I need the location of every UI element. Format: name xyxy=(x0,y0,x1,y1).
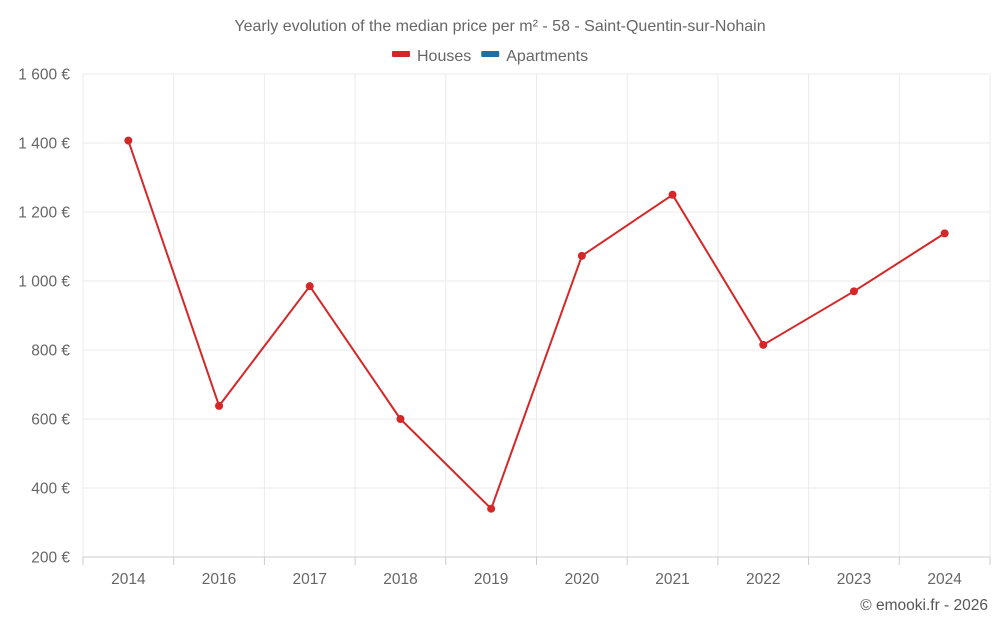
data-point xyxy=(124,136,133,145)
series-layer xyxy=(124,136,949,513)
legend-swatch-apartments xyxy=(481,51,500,57)
chart-title: Yearly evolution of the median price per… xyxy=(234,18,765,35)
y-tick-label: 1 600 € xyxy=(18,67,70,84)
x-tick-label: 2019 xyxy=(474,571,508,588)
x-tick-label: 2023 xyxy=(837,571,871,588)
x-tick-label: 2018 xyxy=(383,571,417,588)
x-tick-label: 2017 xyxy=(293,571,327,588)
legend: Houses Apartments xyxy=(392,48,588,65)
data-point xyxy=(849,287,858,296)
y-tick-label: 600 € xyxy=(31,412,70,429)
y-tick-label: 200 € xyxy=(31,550,70,567)
x-tick-label: 2021 xyxy=(655,571,689,588)
y-tick-label: 800 € xyxy=(31,343,70,360)
x-tick-label: 2022 xyxy=(746,571,780,588)
data-point xyxy=(305,282,314,291)
data-point xyxy=(940,229,949,238)
legend-label-apartments: Apartments xyxy=(506,48,588,65)
legend-swatch-houses xyxy=(392,51,410,57)
x-tick-label: 2016 xyxy=(202,571,236,588)
x-tick-label: 2020 xyxy=(565,571,600,588)
data-point xyxy=(668,190,677,199)
series-line-houses xyxy=(127,140,946,510)
data-point xyxy=(577,251,586,260)
data-point xyxy=(396,415,405,423)
x-tick-label: 2024 xyxy=(927,571,962,588)
data-point xyxy=(759,340,768,349)
y-tick-label: 400 € xyxy=(31,481,70,498)
grid xyxy=(82,73,991,557)
legend-label-houses: Houses xyxy=(417,48,471,65)
credit-text: © emooki.fr - 2026 xyxy=(860,597,988,614)
y-tick-label: 1 400 € xyxy=(18,136,70,153)
axes: 200 € 400 € 600 € 800 € 1 000 € 1 200 € 1 400 … xyxy=(18,67,991,588)
x-tick-label: 2014 xyxy=(111,571,146,588)
y-tick-label: 1 000 € xyxy=(18,274,70,291)
y-tick-label: 1 200 € xyxy=(18,205,70,222)
data-point xyxy=(215,401,224,410)
data-point xyxy=(487,504,496,513)
